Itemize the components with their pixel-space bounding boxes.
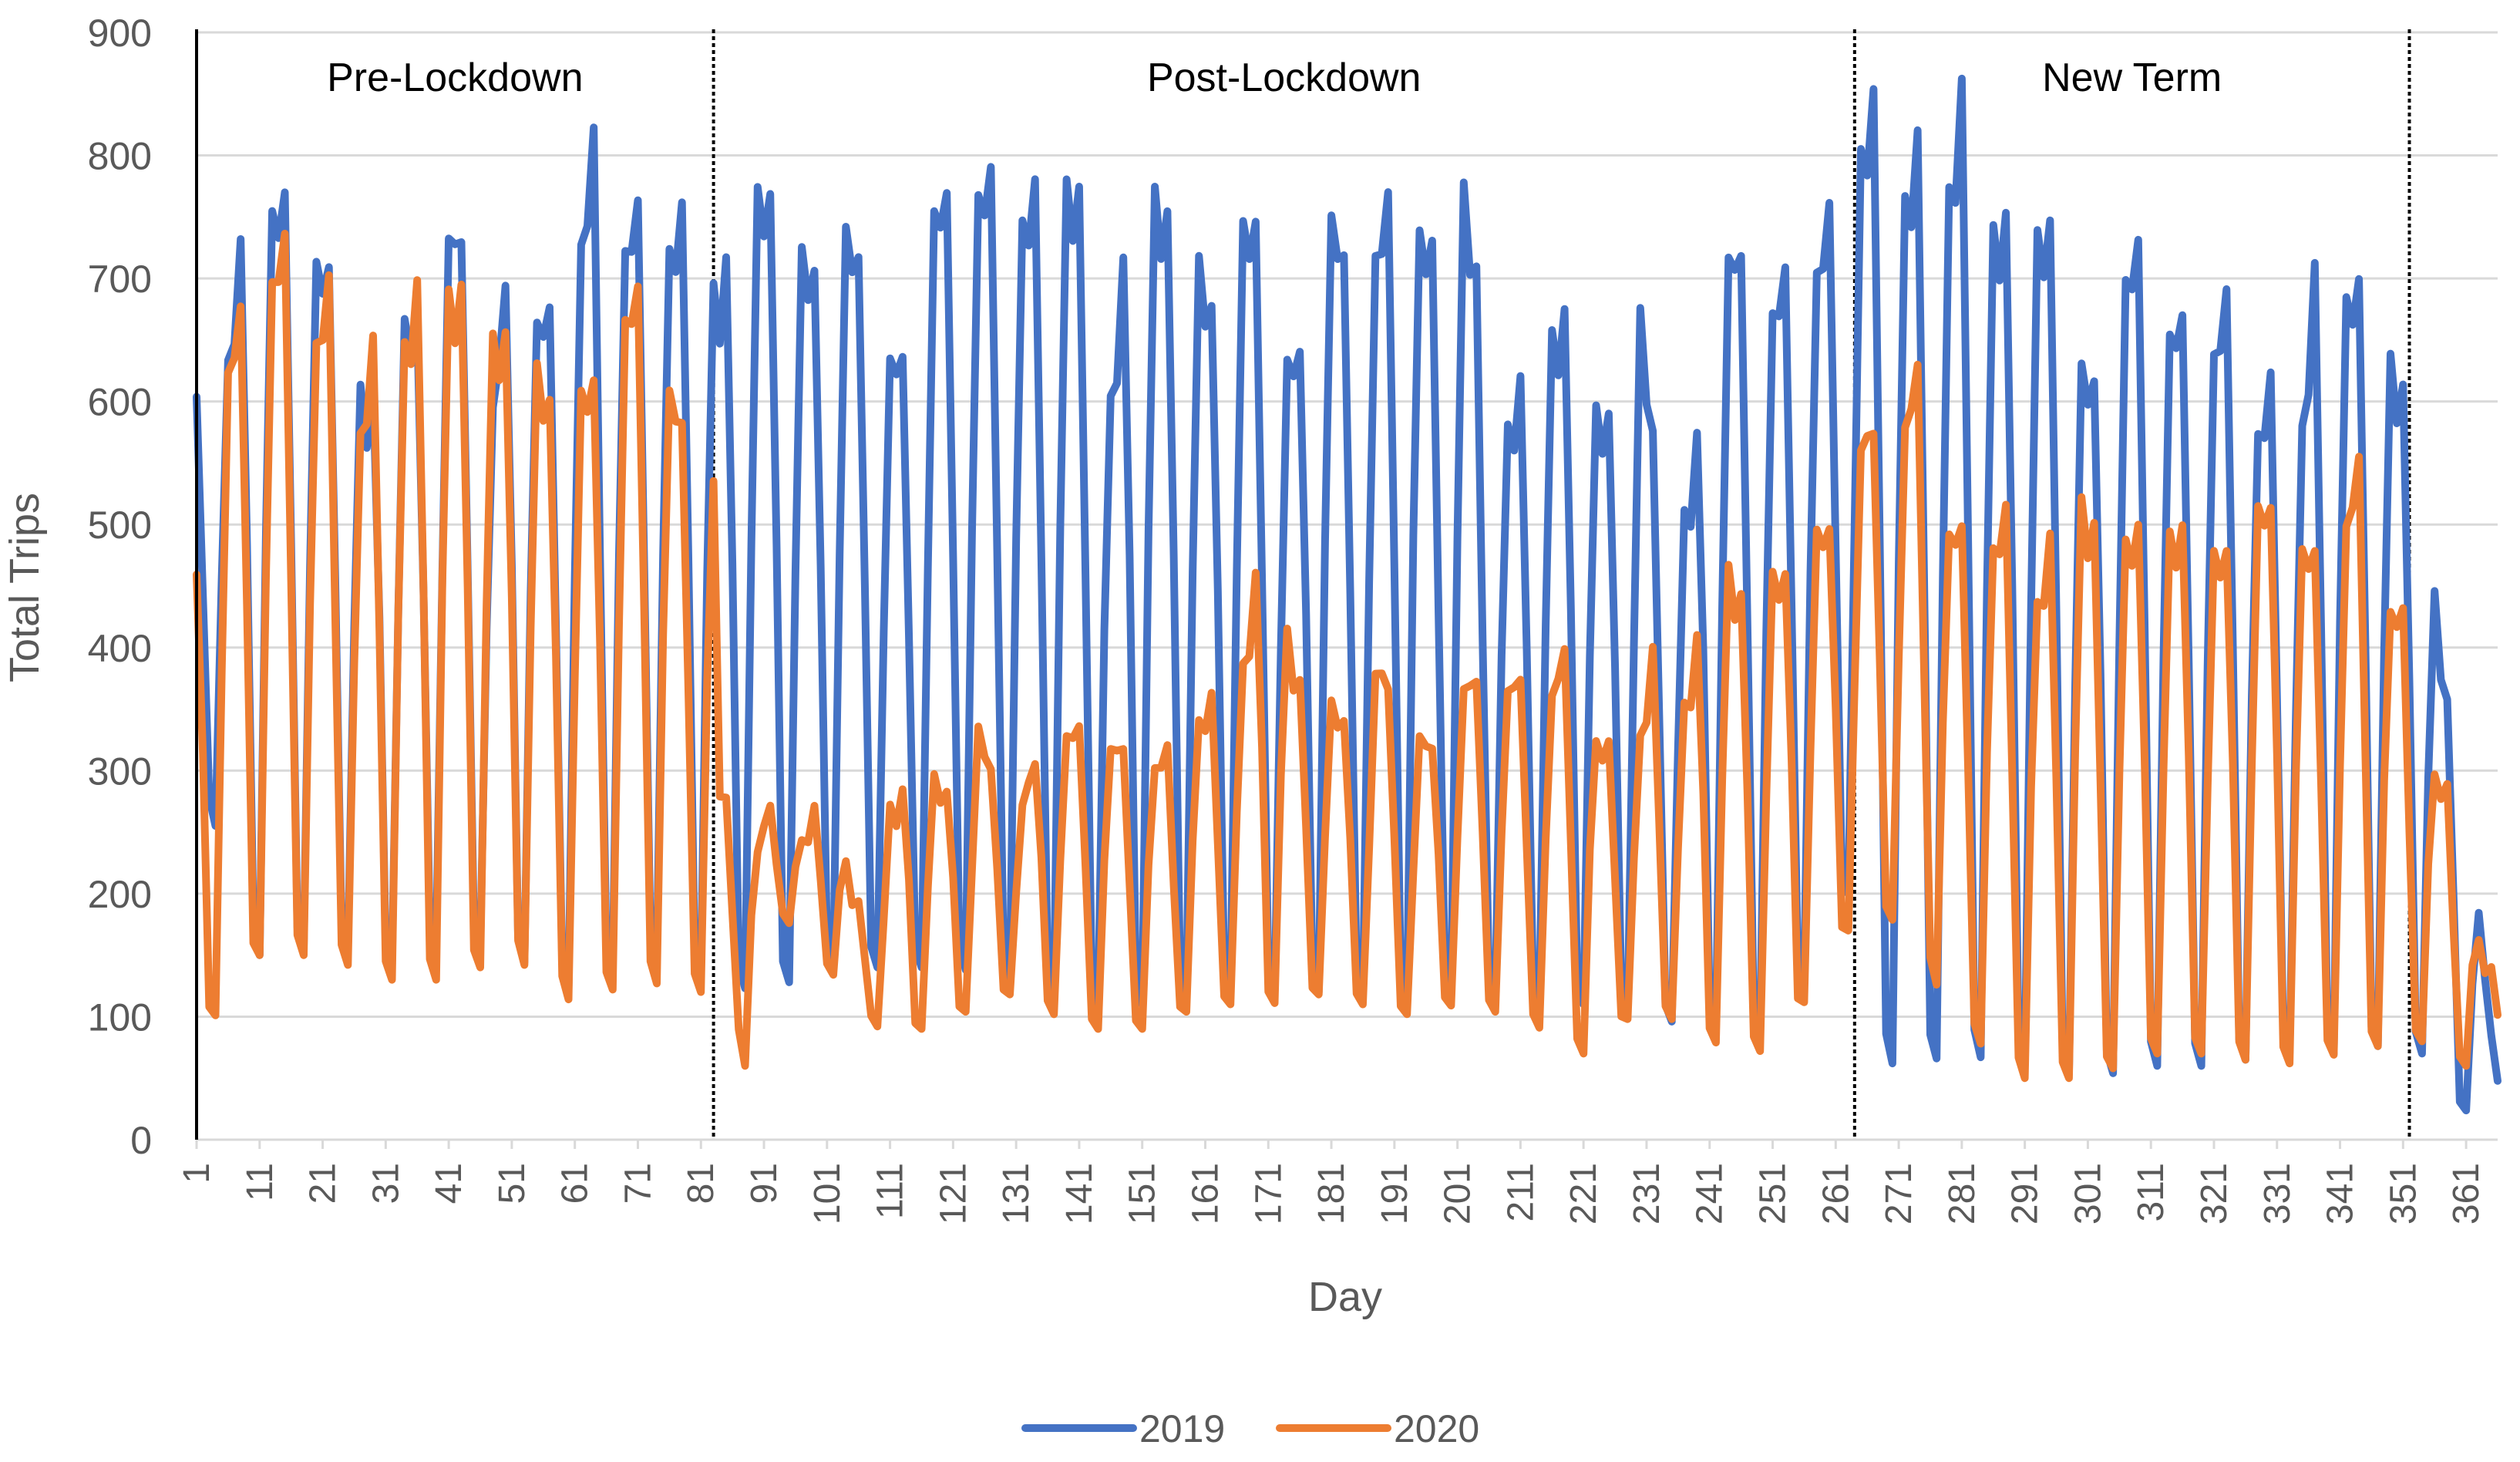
- y-tick-label-300: 300: [88, 750, 152, 793]
- y-tick-label-900: 900: [88, 12, 152, 55]
- x-tick-label-361: 361: [2446, 1163, 2487, 1225]
- x-tick-label-241: 241: [1690, 1163, 1731, 1225]
- y-tick-label-700: 700: [88, 258, 152, 301]
- y-tick-labels: 0 100 200 300 400 500 600 700 800 900: [88, 12, 152, 1162]
- x-tick-label-271: 271: [1879, 1163, 1919, 1225]
- y-tick-label-600: 600: [88, 381, 152, 424]
- phase-label-1: Post-Lockdown: [1147, 56, 1421, 100]
- x-tick-label-161: 161: [1185, 1163, 1226, 1225]
- y-axis-title: Total Trips: [2, 493, 48, 682]
- phase-label-2: New Term: [2042, 56, 2222, 100]
- x-tick-label-181: 181: [1311, 1163, 1352, 1225]
- y-tick-label-800: 800: [88, 135, 152, 178]
- y-tick-label-100: 100: [88, 995, 152, 1039]
- x-tick-label-81: 81: [681, 1163, 722, 1204]
- legend-label-2019: 2019: [1139, 1407, 1225, 1450]
- x-tick-label-291: 291: [2005, 1163, 2046, 1225]
- x-tick-label-31: 31: [365, 1163, 406, 1204]
- x-tick-label-301: 301: [2067, 1163, 2108, 1225]
- x-tick-label-41: 41: [429, 1163, 469, 1204]
- x-tick-label-171: 171: [1248, 1163, 1289, 1225]
- x-tick-label-231: 231: [1627, 1163, 1667, 1225]
- x-tick-label-311: 311: [2131, 1163, 2172, 1222]
- x-tick-label-71: 71: [617, 1163, 658, 1204]
- x-axis-title: Day: [1308, 1274, 1382, 1320]
- y-tick-label-400: 400: [88, 627, 152, 670]
- x-tick-label-201: 201: [1438, 1163, 1479, 1225]
- y-tick-label-200: 200: [88, 873, 152, 916]
- x-tick-label-281: 281: [1942, 1163, 1983, 1225]
- x-tick-label-141: 141: [1059, 1163, 1100, 1225]
- x-tick-label-191: 191: [1374, 1163, 1415, 1225]
- x-tick-label-261: 261: [1815, 1163, 1856, 1225]
- series-line-2020: [193, 230, 2501, 1083]
- x-tick-label-51: 51: [492, 1163, 533, 1204]
- legend: 2019 2020: [1021, 1407, 1479, 1450]
- x-tick-label-221: 221: [1563, 1163, 1604, 1225]
- x-tick-label-341: 341: [2320, 1163, 2361, 1225]
- x-tick-label-131: 131: [996, 1163, 1037, 1225]
- phase-labels: Pre-Lockdown Post-Lockdown New Term: [327, 56, 2222, 100]
- x-tick-label-11: 11: [240, 1163, 281, 1201]
- x-tick-label-121: 121: [933, 1163, 974, 1225]
- y-tick-label-500: 500: [88, 504, 152, 547]
- x-tick-label-251: 251: [1753, 1163, 1794, 1225]
- x-tick-label-21: 21: [303, 1163, 344, 1204]
- x-tick-label-331: 331: [2257, 1163, 2298, 1225]
- legend-label-2020: 2020: [1394, 1407, 1479, 1450]
- x-tick-label-151: 151: [1122, 1163, 1163, 1225]
- x-tick-labels: 1 11 21 31 41 51 61 71 81 91 101 111 121 131 141 151 161…: [177, 1140, 2487, 1225]
- y-tick-label-0: 0: [130, 1119, 152, 1162]
- x-tick-label-61: 61: [555, 1163, 596, 1204]
- x-tick-label-351: 351: [2383, 1163, 2424, 1225]
- x-tick-label-1: 1: [177, 1163, 217, 1184]
- x-tick-label-101: 101: [807, 1163, 848, 1225]
- x-tick-label-91: 91: [744, 1163, 785, 1204]
- x-tick-label-211: 211: [1500, 1163, 1541, 1222]
- series-lines: [193, 74, 2501, 1115]
- phase-label-0: Pre-Lockdown: [327, 56, 583, 100]
- x-tick-label-111: 111: [870, 1163, 911, 1219]
- x-tick-label-321: 321: [2194, 1163, 2235, 1225]
